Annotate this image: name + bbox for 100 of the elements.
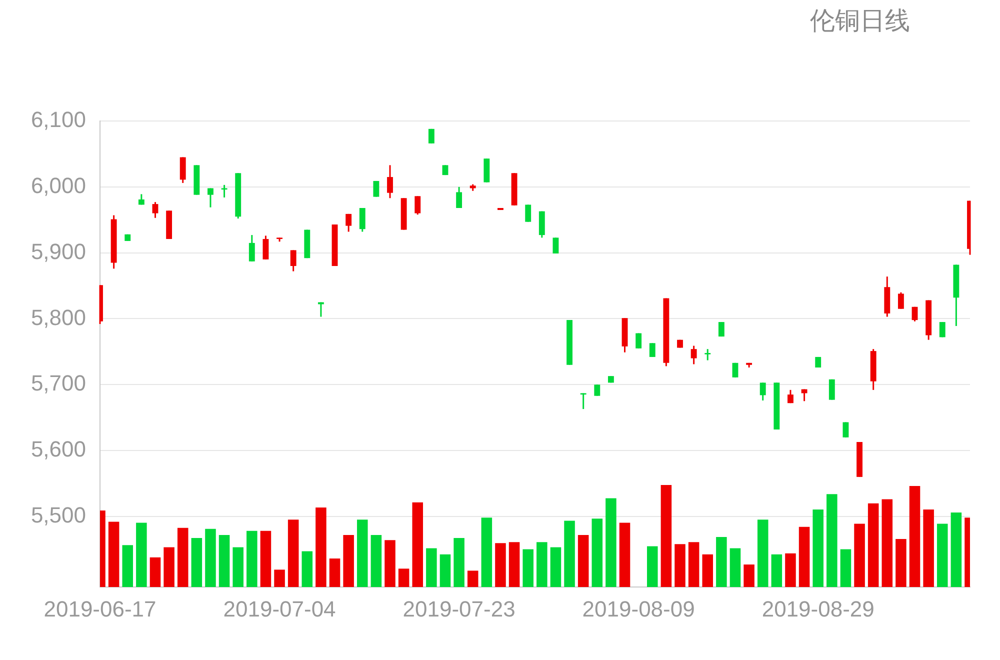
bar <box>205 528 216 587</box>
bar <box>674 544 686 587</box>
bar <box>716 537 727 587</box>
y-tick-label: 5,600 <box>30 436 86 462</box>
bar <box>854 524 865 587</box>
candlestick <box>636 332 642 350</box>
candlestick <box>649 342 656 358</box>
bar <box>108 522 120 587</box>
bar <box>757 520 768 587</box>
candlestick <box>484 158 490 184</box>
y-tick-label: 5,900 <box>30 238 86 264</box>
bar <box>232 547 244 587</box>
candlestick <box>898 292 904 310</box>
bar <box>564 520 575 587</box>
bar <box>177 528 188 587</box>
bar <box>882 499 893 587</box>
y-tick-label: 6,000 <box>30 172 86 198</box>
x-tick-label: 2019-08-09 <box>582 596 695 622</box>
candlestick <box>718 321 724 338</box>
candlestick <box>828 378 835 401</box>
y-tick-label: 5,700 <box>30 370 86 396</box>
candlestick <box>594 384 600 397</box>
bar <box>246 530 258 587</box>
bar <box>909 486 920 587</box>
bar <box>550 547 562 587</box>
bar <box>467 570 478 587</box>
bar <box>274 570 285 587</box>
candlestick <box>387 164 393 199</box>
candlestick <box>760 382 766 402</box>
bar <box>260 530 272 587</box>
candlestick <box>152 201 158 219</box>
candlestick <box>248 234 255 262</box>
chart-title: 伦铜日线 <box>810 5 910 37</box>
bar <box>191 538 202 587</box>
candlestick <box>842 421 849 438</box>
candlestick <box>704 348 711 362</box>
candlestick <box>580 392 586 410</box>
bar <box>164 547 174 587</box>
bar <box>868 503 879 587</box>
bar <box>619 522 630 587</box>
bar <box>730 548 741 587</box>
bar <box>785 553 796 587</box>
candlestick <box>290 249 296 272</box>
candlestick <box>939 321 946 338</box>
x-tick-label: 2019-07-04 <box>223 596 336 622</box>
bar <box>812 509 824 587</box>
bar <box>936 524 948 587</box>
y-tick-label: 5,800 <box>30 304 86 330</box>
candlestick <box>346 213 352 232</box>
x-tick-label: 2019-08-29 <box>762 596 874 622</box>
y-tick-label: 6,100 <box>30 107 86 132</box>
bar <box>798 526 810 587</box>
bar <box>136 522 147 587</box>
bar <box>370 534 382 587</box>
x-tick-label: 2019-06-17 <box>44 596 156 622</box>
candlestick <box>359 207 366 232</box>
candlestick <box>456 186 462 209</box>
bar <box>426 548 437 587</box>
bar <box>329 558 340 587</box>
y-tick-label: 5,500 <box>30 502 86 528</box>
bar <box>896 539 906 587</box>
bar <box>840 549 852 587</box>
candlestick <box>732 362 738 378</box>
bar <box>412 502 424 587</box>
candlestick <box>262 234 269 260</box>
candlestick <box>221 184 228 198</box>
bar <box>536 542 548 587</box>
bar <box>454 538 464 587</box>
bar <box>302 551 313 587</box>
bar <box>578 534 589 587</box>
bar <box>343 534 354 587</box>
bar <box>316 507 326 587</box>
bar <box>592 518 603 587</box>
bar <box>122 545 134 587</box>
candlestick <box>788 389 794 404</box>
candlestick <box>414 195 421 216</box>
candlestick <box>180 156 186 184</box>
bar <box>826 494 838 587</box>
x-tick-label: 2019-07-23 <box>402 596 516 622</box>
candlestick <box>538 210 545 238</box>
candlestick <box>912 306 918 322</box>
bar <box>688 542 700 587</box>
bar <box>950 512 962 587</box>
bar <box>398 568 410 587</box>
bar <box>923 509 934 587</box>
candlestick <box>208 187 214 208</box>
bar <box>288 520 299 587</box>
bar <box>356 520 368 587</box>
bar <box>606 498 616 587</box>
bar <box>646 546 658 587</box>
candlestick <box>428 128 434 144</box>
bar <box>744 564 754 587</box>
bar <box>218 534 230 587</box>
bar <box>522 549 534 587</box>
candlestick <box>690 345 697 365</box>
bar <box>481 518 492 587</box>
candlestick <box>373 180 380 198</box>
bar <box>508 542 520 587</box>
bar <box>440 554 451 587</box>
bar <box>384 540 396 587</box>
